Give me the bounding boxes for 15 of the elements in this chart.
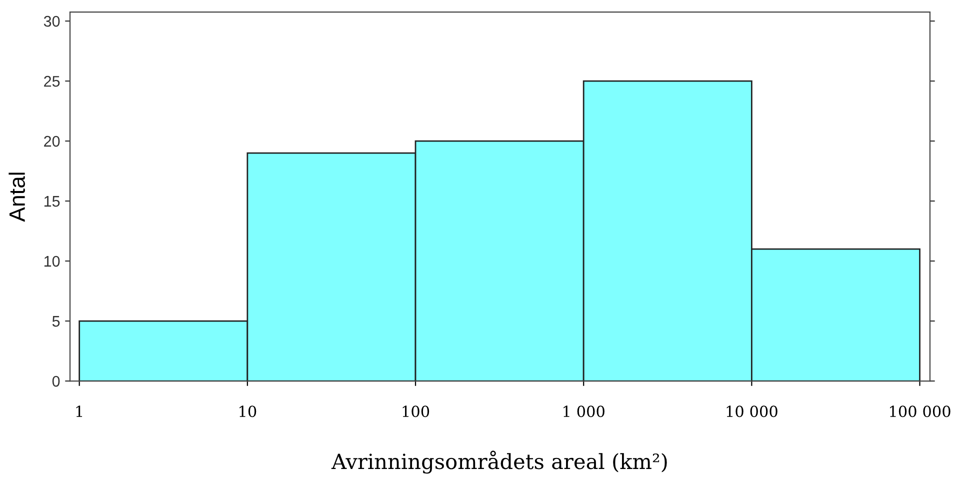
y-tick-label: 10 (44, 256, 60, 267)
x-tick-label: 10 000 (726, 406, 778, 418)
y-tick-label: 25 (44, 76, 60, 87)
y-tick-label: 30 (44, 16, 60, 27)
y-tick-label: 5 (52, 316, 60, 327)
y-tick-label: 20 (44, 136, 60, 147)
x-axis-title: Avrinningsområdets areal (km²) (331, 450, 667, 474)
x-tick-label: 100 000 (890, 406, 950, 418)
y-tick-label: 0 (52, 376, 60, 387)
y-tick-label: 15 (44, 196, 60, 207)
x-tick-label: 100 (402, 406, 430, 418)
x-tick-label: 10 (240, 406, 256, 418)
y-axis-title: Antal (8, 172, 26, 222)
x-tick-label: 1 000 (564, 406, 604, 418)
x-tick-label: 1 (76, 406, 82, 417)
